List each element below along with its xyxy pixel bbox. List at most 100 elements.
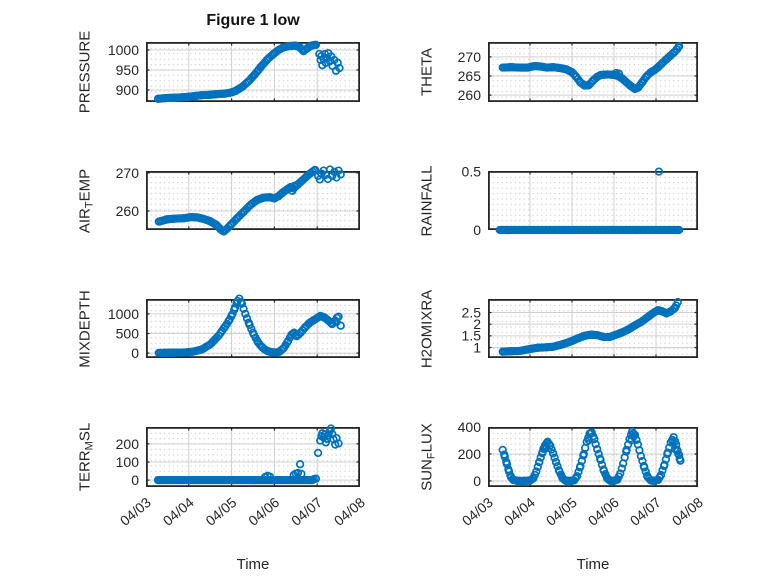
y-tick-labels: 0 200 400 [458, 419, 482, 489]
x-tick-label: 04/04 [501, 494, 538, 529]
pressure-plot-canvas: 900 950 1000 [108, 40, 360, 103]
y-label-subscript: F [425, 452, 438, 460]
y-tick-label: 200 [116, 436, 140, 452]
x-tick-label: 04/04 [160, 494, 197, 529]
y-label-text: AIR [76, 207, 94, 233]
y-label-text: H2OMIXRA [418, 289, 436, 368]
y-tick-label: 400 [458, 419, 482, 435]
sun-flux-y-axis-label: SUNFLUX [418, 423, 438, 491]
x-tick-label: 04/08 [669, 494, 706, 529]
x-axis-label-left: Time [236, 556, 270, 573]
y-label-text: LUX [418, 423, 436, 453]
y-label-text: TERR [76, 450, 94, 492]
y-tick-label: 0 [131, 345, 139, 361]
major-grid [529, 171, 657, 230]
y-label-text: EMP [76, 168, 94, 201]
data-points [498, 42, 684, 94]
data-points [153, 424, 343, 485]
y-label-text: MIXDEPTH [76, 289, 94, 368]
terr-msl-y-axis-label: TERRMSL [76, 422, 96, 492]
mixdepth-y-axis-label: MIXDEPTH [77, 290, 94, 368]
y-tick-labels: 900 950 1000 [108, 42, 139, 98]
y-tick-labels: 260 265 270 [458, 49, 482, 103]
axes-box [145, 426, 360, 488]
tick-marks [146, 427, 360, 487]
y-tick-labels: 00.5 [462, 163, 482, 237]
tick-marks [146, 299, 360, 358]
y-label-text: RAINFALL [418, 165, 436, 236]
y-tick-label: 1000 [108, 42, 139, 58]
x-tick-label: 04/07 [288, 494, 325, 529]
y-label-subscript: M [83, 441, 96, 451]
rainfall-y-axis-label: RAINFALL [419, 165, 436, 236]
x-axis-label-right: Time [576, 556, 610, 573]
x-tick-label: 04/08 [331, 494, 368, 529]
y-tick-label: 265 [458, 68, 482, 84]
axes-box [145, 170, 360, 231]
y-tick-label: 1 [473, 339, 481, 355]
y-tick-label: 900 [116, 82, 140, 98]
x-tick-label: 04/03 [459, 494, 496, 529]
mixdepth-plot-canvas: 0 500 1000 [108, 294, 360, 361]
y-tick-label: 270 [116, 165, 140, 181]
y-tick-label: 270 [458, 49, 482, 65]
h2omixra-plot-canvas: 11.522.5 [462, 297, 698, 359]
data-points [153, 40, 344, 103]
x-tick-label: 04/06 [245, 494, 282, 529]
axes-box [487, 298, 698, 359]
y-tick-label: 0 [473, 222, 481, 238]
y-tick-label: 200 [458, 446, 482, 462]
y-tick-label: 500 [116, 325, 140, 341]
data-points [495, 167, 684, 235]
figure-title: Figure 1 low [206, 12, 300, 29]
data-points [154, 165, 345, 236]
minor-grid [146, 299, 360, 358]
y-label-text: SUN [418, 459, 436, 491]
y-label-text: PRESSURE [76, 30, 94, 114]
x-tick-label: 04/07 [627, 494, 664, 529]
axes-box [145, 298, 360, 359]
sun-flux-plot-canvas: 0 200 400 04/03 04/04 04/05 04/06 04/07 04/08 [458, 419, 706, 529]
y-tick-label: 0.5 [462, 163, 482, 179]
axes-box [487, 426, 698, 488]
x-tick-label: 04/05 [202, 494, 239, 529]
minor-grid [488, 42, 698, 102]
tick-marks [488, 299, 698, 358]
axes-box [145, 41, 360, 103]
y-tick-label: 1.5 [462, 328, 482, 344]
y-tick-label: 100 [116, 454, 140, 470]
y-tick-labels: 0 100 200 [116, 436, 140, 488]
y-label-subscript: T [83, 200, 96, 208]
y-tick-labels: 11.522.5 [462, 304, 482, 355]
data-points [498, 427, 685, 486]
tick-marks [488, 42, 698, 102]
theta-plot-canvas: 260 265 270 [458, 41, 698, 103]
data-points [154, 294, 345, 358]
y-tick-labels: 0 500 1000 [108, 306, 139, 361]
y-tick-label: 0 [131, 472, 139, 488]
y-tick-label: 260 [116, 203, 140, 219]
y-tick-label: 1000 [108, 306, 139, 322]
x-tick-label: 04/06 [585, 494, 622, 529]
y-tick-labels: 260 270 [116, 165, 140, 219]
y-tick-label: 2.5 [462, 304, 482, 320]
rainfall-plot-canvas: 00.5 [462, 163, 698, 238]
x-tick-labels: 04/03 04/04 04/05 04/06 04/07 04/08 [459, 494, 706, 529]
x-tick-label: 04/05 [543, 494, 580, 529]
axes-box [487, 41, 698, 103]
x-tick-label: 04/03 [117, 494, 154, 529]
pressure-y-axis-label: PRESSURE [77, 31, 94, 114]
air-temp-plot-canvas: 260 270 [116, 165, 360, 236]
theta-y-axis-label: THETA [419, 48, 436, 96]
terr-msl-plot-canvas: 0 100 200 04/03 04/04 04/05 04/06 04/07 04/08 [116, 424, 368, 529]
x-tick-labels: 04/03 04/04 04/05 04/06 04/07 04/08 [117, 494, 368, 529]
y-tick-label: 950 [116, 62, 140, 78]
minor-grid [488, 171, 698, 230]
y-label-text: SL [76, 422, 94, 442]
y-tick-label: 2 [473, 316, 481, 332]
y-label-text: THETA [418, 47, 436, 97]
y-tick-label: 0 [473, 473, 481, 489]
tick-marks [146, 42, 360, 102]
y-tick-label: 260 [458, 87, 482, 103]
